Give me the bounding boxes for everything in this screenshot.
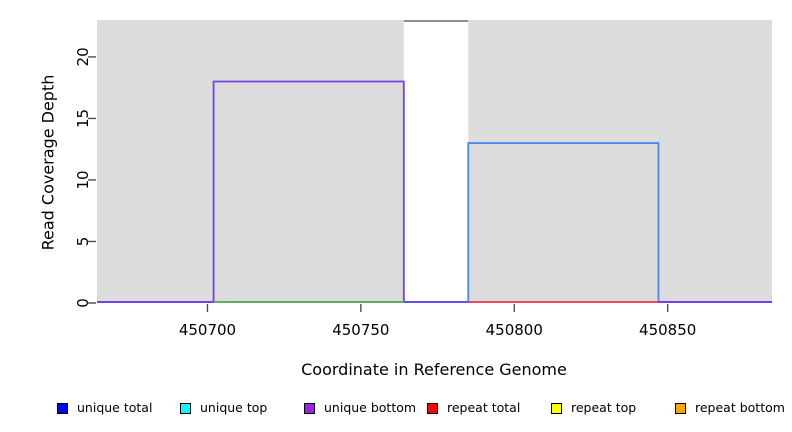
x-tick-label: 450700 [179,321,236,339]
x-axis-title: Coordinate in Reference Genome [301,360,567,379]
y-tick-label: 0 [74,298,92,308]
y-tick-label: 15 [74,109,92,128]
x-tick-label: 450750 [332,321,389,339]
x-tick-label: 450850 [639,321,696,339]
y-tick-label: 5 [74,237,92,247]
y-axis-title: Read Coverage Depth [38,74,58,251]
y-tick-label: 20 [74,47,92,66]
x-tick-label: 450800 [486,321,543,339]
unique-bottom-step [212,80,405,303]
uncovered-gap-band [403,20,469,303]
y-tick-label: 10 [74,170,92,189]
unique-top-step [467,142,660,303]
